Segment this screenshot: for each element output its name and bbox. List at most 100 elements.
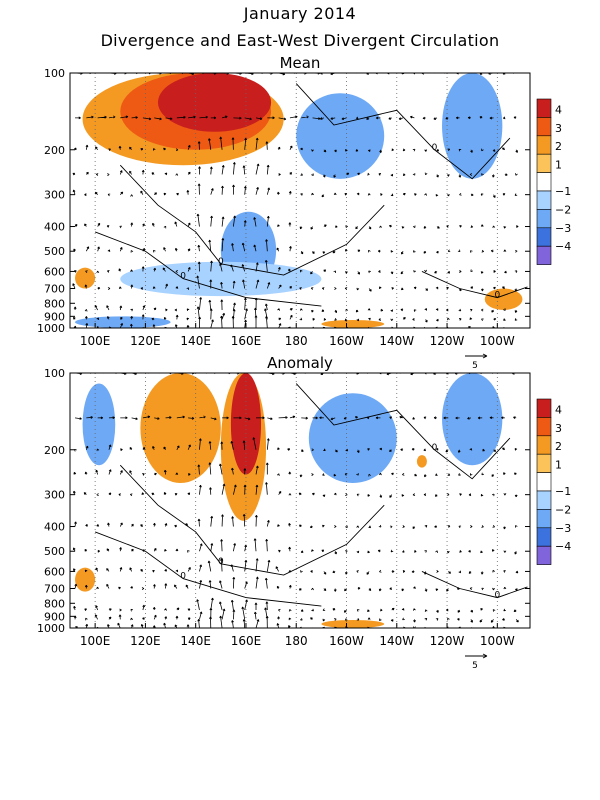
contour-3: [421, 571, 528, 599]
wind-vector-395: [469, 308, 473, 312]
wind-vector-419: [288, 617, 292, 621]
wind-vector-378: [278, 608, 281, 612]
colorbar-cell-6: [536, 209, 552, 229]
wind-vector-125: [129, 170, 132, 175]
colorbar-label-1: 3: [555, 122, 562, 135]
colorbar-cell-4: [536, 472, 552, 492]
colorbar-label-6: −3: [555, 522, 571, 535]
wind-vector-367: [152, 606, 156, 611]
wind-vector-190: [412, 493, 416, 497]
wind-vector-213: [221, 216, 225, 227]
wind-vector-335: [242, 279, 246, 289]
wind-vector-300: [299, 269, 303, 273]
wind-vector-351: [424, 588, 428, 592]
colorbar-cell-3: [536, 453, 552, 473]
panel-title: Mean: [280, 55, 321, 72]
wind-vector-371: [199, 297, 203, 311]
wind-vector-390: [413, 309, 417, 312]
shaded-region-7: [75, 267, 96, 289]
wind-vector-331: [199, 579, 203, 589]
wind-vector-176: [255, 186, 259, 195]
wind-vector-64: [343, 416, 347, 420]
wind-vector-109: [402, 148, 406, 152]
wind-vector-183: [333, 492, 337, 496]
x-tick-label-2: 140E: [180, 634, 211, 648]
wind-vector-100: [300, 147, 303, 151]
wind-vector-285: [130, 269, 133, 272]
wind-vector-288: [164, 569, 168, 572]
wind-vector-221: [309, 525, 313, 529]
wind-vector-418: [277, 616, 280, 620]
wind-vector-305: [356, 570, 359, 573]
wind-vector-218: [277, 524, 280, 527]
wind-vector-302: [323, 269, 327, 272]
wind-vector-291: [197, 261, 201, 272]
wind-vector-287: [152, 570, 155, 573]
wind-vector-269: [401, 550, 405, 553]
wind-vector-350: [413, 586, 416, 589]
wind-vector-168: [163, 192, 167, 196]
y-tick-label-2: 300: [44, 189, 65, 202]
wind-vector-358: [502, 286, 506, 289]
wind-vector-419: [289, 314, 293, 320]
wind-vector-135: [243, 468, 247, 475]
y-tick-label-6: 700: [44, 283, 65, 296]
wind-vector-70: [412, 417, 415, 420]
reference-vector-label: 5: [472, 361, 478, 370]
wind-vector-382: [321, 309, 325, 312]
wind-vector-247: [153, 548, 157, 552]
wind-vector-212: [210, 215, 213, 227]
wind-vector-456: [255, 619, 260, 628]
wind-vector-44: [120, 115, 129, 119]
wind-vector-313: [447, 271, 450, 274]
wind-vector-270: [413, 549, 417, 553]
wind-vector-187: [379, 494, 383, 498]
wind-vector-169: [176, 192, 179, 196]
wind-vector-114: [457, 449, 461, 453]
wind-vector-421: [312, 317, 315, 321]
contour-label-3: 0: [494, 591, 500, 601]
wind-vector-120: [72, 172, 76, 176]
wind-vector-432: [435, 618, 439, 621]
wind-vector-327: [152, 286, 156, 289]
wind-vector-403: [107, 316, 110, 320]
wind-vector-292: [210, 260, 213, 272]
colorbar-cell-2: [536, 435, 552, 455]
wind-vector-84: [118, 145, 122, 150]
wind-vector-282: [95, 567, 99, 572]
wind-vector-240: [72, 547, 76, 552]
wind-vector-170: [187, 492, 191, 495]
wind-vector-179: [288, 191, 292, 195]
wind-vector-227: [379, 225, 383, 229]
contour-label-2: 0: [180, 272, 186, 282]
colorbar-cell-2: [536, 135, 552, 155]
wind-vector-259: [289, 246, 292, 252]
wind-vector-254: [231, 243, 234, 252]
wind-vector-74: [455, 416, 460, 420]
wind-vector-263: [332, 250, 336, 254]
wind-vector-303: [332, 570, 336, 574]
wind-vector-234: [459, 225, 462, 228]
wind-vector-217: [266, 519, 270, 527]
wind-vector-341: [310, 287, 314, 290]
wind-vector-307: [379, 569, 382, 573]
wind-vector-204: [119, 522, 123, 527]
wind-vector-356: [481, 587, 484, 591]
wind-vector-415: [241, 606, 246, 620]
wind-vector-41: [86, 416, 93, 419]
wind-vector-312: [436, 570, 439, 573]
x-tick-label-6: 140W: [379, 634, 414, 648]
wind-vector-396: [480, 607, 483, 611]
wind-vector-336: [255, 279, 260, 289]
wind-vector-393: [446, 308, 449, 312]
x-tick-label-2: 140E: [180, 334, 211, 348]
x-tick-label-3: 160E: [231, 634, 262, 648]
wind-vector-278: [503, 249, 507, 252]
wind-vector-193: [446, 193, 450, 197]
wind-vector-132: [208, 462, 212, 475]
wind-vector-283: [106, 568, 110, 572]
wind-vector-209: [174, 221, 178, 227]
wind-vector-198: [502, 193, 506, 196]
wind-vector-436: [479, 619, 483, 623]
colorbar-label-4: −1: [555, 185, 571, 198]
